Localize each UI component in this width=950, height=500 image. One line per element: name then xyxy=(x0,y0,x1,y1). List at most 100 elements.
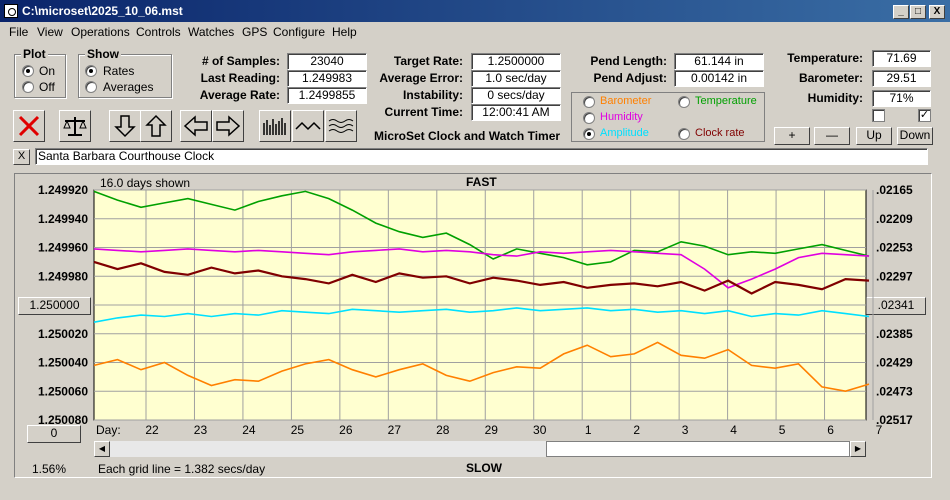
menu-help[interactable]: Help xyxy=(332,25,357,39)
fast-label: FAST xyxy=(466,175,497,189)
day-tick-label: 29 xyxy=(485,423,499,437)
barometer-option-label: Barometer xyxy=(600,95,652,107)
humidity-radio[interactable] xyxy=(583,112,595,124)
x-axis-label: Day: xyxy=(96,423,121,437)
scroll-left-button[interactable]: ◀ xyxy=(94,441,110,457)
series-line-clock-rate xyxy=(93,260,870,295)
histogram-icon xyxy=(263,118,286,135)
scroll-thumb[interactable] xyxy=(546,441,850,457)
amplitude-option-label: Amplitude xyxy=(600,127,649,139)
down-button[interactable]: Down xyxy=(897,127,933,145)
clock-rate-radio[interactable] xyxy=(678,128,690,140)
line-graph-icon xyxy=(295,121,321,131)
down-arrow-button[interactable] xyxy=(109,110,141,142)
plot-area xyxy=(14,173,932,478)
plot-off-label: Off xyxy=(39,80,55,94)
app-icon xyxy=(4,4,18,18)
barometer-label: Barometer: xyxy=(798,71,863,85)
day-tick-label: 22 xyxy=(145,423,159,437)
left-scale-label: 1.249920 xyxy=(38,183,88,197)
day-tick-label: 6 xyxy=(827,423,834,437)
close-button[interactable]: X xyxy=(929,5,945,19)
wave-button[interactable] xyxy=(325,110,357,142)
right-scale-label: .02429 xyxy=(876,356,913,370)
stop-button[interactable] xyxy=(13,110,45,142)
left-scale-label: 1.249960 xyxy=(38,241,88,255)
balance-button[interactable] xyxy=(59,110,91,142)
right-scale-label: .02165 xyxy=(876,183,913,197)
arrow-down-icon xyxy=(114,115,136,138)
pend-length-label: Pend Length: xyxy=(590,54,667,68)
target-rate-label: Target Rate: xyxy=(393,54,463,68)
show-averages-radio[interactable] xyxy=(85,81,97,93)
days-shown-label: 16.0 days shown xyxy=(100,176,191,190)
temperature-field: 71.69 xyxy=(872,50,931,67)
plot-group: Plot xyxy=(14,47,66,98)
histogram-button[interactable] xyxy=(259,110,291,142)
day-tick-label: 3 xyxy=(682,423,689,437)
left-scale-label: 1.250060 xyxy=(38,384,88,398)
right-scale-label: .02297 xyxy=(876,269,913,283)
show-rates-radio[interactable] xyxy=(85,65,97,77)
percent-label: 1.56% xyxy=(32,462,67,476)
checkbox-left[interactable] xyxy=(872,109,885,122)
wave-icon xyxy=(328,119,354,133)
menu-controls[interactable]: Controls xyxy=(136,25,181,39)
maximize-button[interactable]: □ xyxy=(910,5,926,19)
plot-group-title: Plot xyxy=(21,47,48,61)
up-button[interactable]: Up xyxy=(856,127,892,145)
temperature-option-label: Temperature xyxy=(695,95,757,107)
menu-configure[interactable]: Configure xyxy=(273,25,326,39)
menu-gps[interactable]: GPS xyxy=(242,25,268,39)
minimize-button[interactable]: _ xyxy=(893,5,909,19)
humidity-field: 71% xyxy=(872,90,931,107)
instability-label: Instability: xyxy=(402,88,463,102)
day-tick-label: 30 xyxy=(533,423,547,437)
day-tick-label: 24 xyxy=(242,423,256,437)
menu-operations[interactable]: Operations xyxy=(71,25,130,39)
humidity-label: Humidity: xyxy=(807,91,863,105)
plot-off-radio[interactable] xyxy=(22,81,34,93)
series-line-temperature xyxy=(93,190,870,266)
checkbox-right[interactable]: ✓ xyxy=(918,109,931,122)
day-tick-label: 7 xyxy=(876,423,883,437)
show-rates-label: Rates xyxy=(103,64,135,78)
menu-bar: File View Operations Controls Watches GP… xyxy=(0,22,950,42)
day-tick-label: 25 xyxy=(291,423,305,437)
show-averages-label: Averages xyxy=(103,80,154,94)
left-scale-label: 1.249940 xyxy=(38,212,88,226)
title-bar: C:\microset\2025_10_06.mst xyxy=(0,0,950,22)
right-arrow-button[interactable] xyxy=(212,110,244,142)
plus-button[interactable]: + xyxy=(774,127,810,145)
right-scale-label: .02473 xyxy=(876,384,913,398)
minus-button[interactable]: — xyxy=(814,127,850,145)
temperature-radio[interactable] xyxy=(678,96,690,108)
right-scale-center-button[interactable]: .02341 xyxy=(866,297,926,315)
clear-clock-button[interactable]: X xyxy=(13,149,30,165)
sensor-select-group xyxy=(571,92,765,142)
window-title: C:\microset\2025_10_06.mst xyxy=(22,4,183,18)
grid-note-label: Each grid line = 1.382 secs/day xyxy=(98,462,266,476)
menu-file[interactable]: File xyxy=(9,25,29,39)
right-scale-label: .02253 xyxy=(876,241,913,255)
line-graph-button[interactable] xyxy=(292,110,324,142)
plot-on-radio[interactable] xyxy=(22,65,34,77)
current-time-label: Current Time: xyxy=(384,105,463,119)
barometer-radio[interactable] xyxy=(583,96,595,108)
left-scale-center-button[interactable]: 1.250000 xyxy=(18,297,91,315)
up-arrow-button[interactable] xyxy=(140,110,172,142)
day-tick-label: 28 xyxy=(436,423,450,437)
target-rate-field[interactable]: 1.2500000 xyxy=(471,53,561,70)
clock-name-field[interactable]: Santa Barbara Courthouse Clock xyxy=(35,148,928,165)
samples-field: 23040 xyxy=(287,53,367,70)
amplitude-radio[interactable] xyxy=(583,128,595,140)
average-error-field: 1.0 sec/day xyxy=(471,70,561,87)
menu-watches[interactable]: Watches xyxy=(188,25,235,39)
left-arrow-button[interactable] xyxy=(180,110,212,142)
menu-view[interactable]: View xyxy=(37,25,63,39)
samples-label: # of Samples: xyxy=(201,54,280,68)
arrow-right-icon xyxy=(216,115,241,137)
scroll-right-button[interactable]: ▶ xyxy=(850,441,866,457)
clock-rate-option-label: Clock rate xyxy=(695,127,745,139)
zoom-button[interactable]: 0 xyxy=(27,425,81,443)
